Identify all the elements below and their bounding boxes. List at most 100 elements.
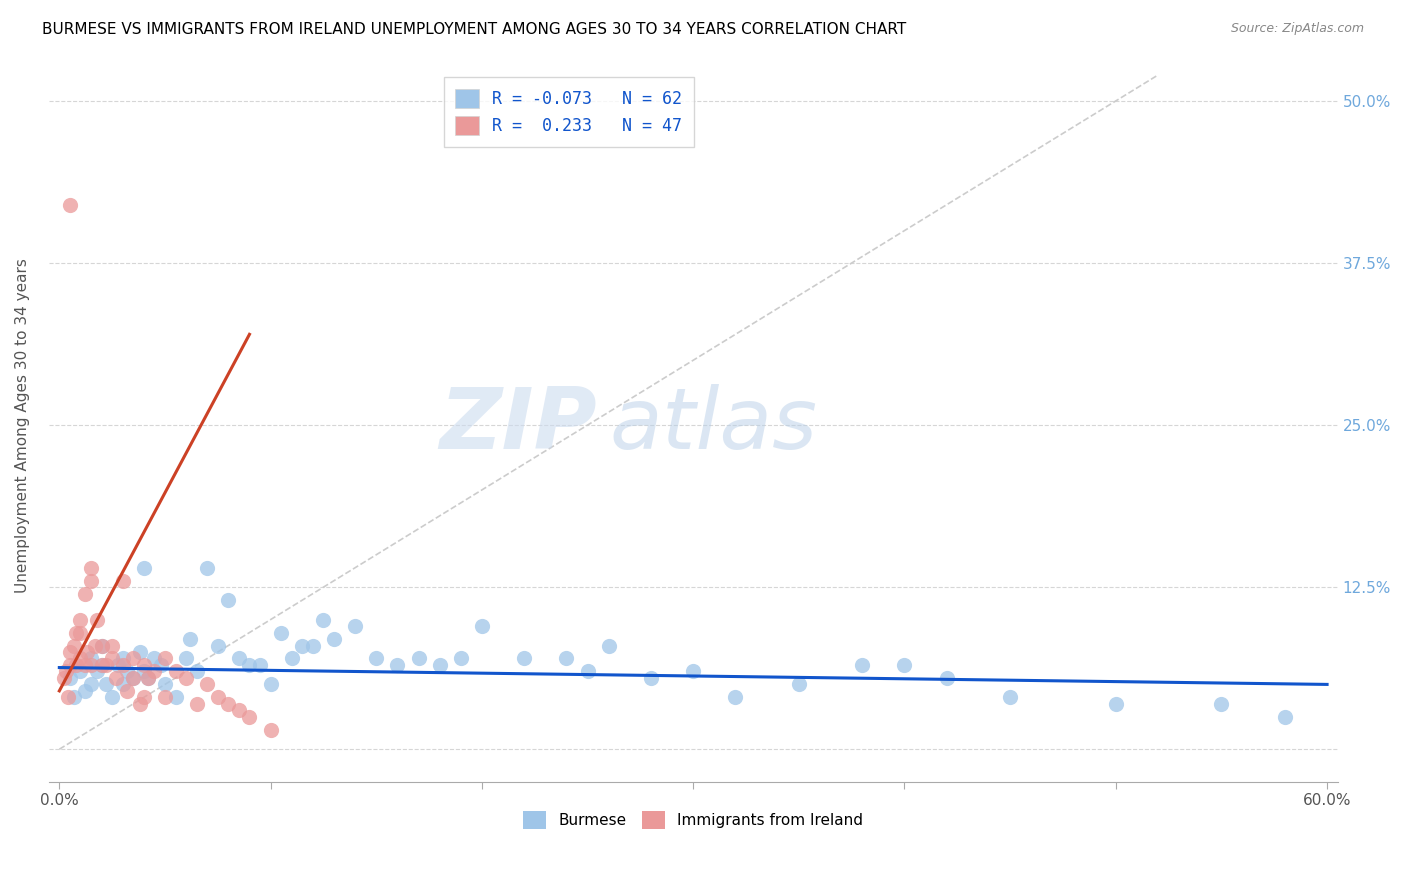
Text: atlas: atlas bbox=[609, 384, 817, 467]
Point bbox=[787, 677, 810, 691]
Point bbox=[132, 657, 155, 672]
Point bbox=[186, 665, 208, 679]
Point bbox=[174, 651, 197, 665]
Point bbox=[366, 651, 388, 665]
Point bbox=[179, 632, 201, 646]
Point bbox=[76, 645, 98, 659]
Point bbox=[73, 684, 96, 698]
Point bbox=[115, 665, 138, 679]
Point bbox=[105, 671, 128, 685]
Point bbox=[101, 639, 124, 653]
Legend: Burmese, Immigrants from Ireland: Burmese, Immigrants from Ireland bbox=[517, 805, 869, 835]
Point bbox=[149, 657, 172, 672]
Text: BURMESE VS IMMIGRANTS FROM IRELAND UNEMPLOYMENT AMONG AGES 30 TO 34 YEARS CORREL: BURMESE VS IMMIGRANTS FROM IRELAND UNEMP… bbox=[42, 22, 907, 37]
Point bbox=[80, 560, 103, 574]
Point bbox=[94, 677, 117, 691]
Point bbox=[153, 651, 176, 665]
Point bbox=[122, 651, 145, 665]
Point bbox=[513, 651, 536, 665]
Point bbox=[63, 690, 86, 705]
Point bbox=[259, 723, 281, 737]
Point bbox=[132, 690, 155, 705]
Point bbox=[471, 619, 494, 633]
Point bbox=[195, 560, 218, 574]
Text: Source: ZipAtlas.com: Source: ZipAtlas.com bbox=[1230, 22, 1364, 36]
Point bbox=[128, 645, 150, 659]
Point bbox=[80, 651, 103, 665]
Point bbox=[143, 665, 166, 679]
Point bbox=[65, 625, 87, 640]
Point bbox=[80, 574, 103, 588]
Point bbox=[302, 639, 325, 653]
Point bbox=[312, 613, 335, 627]
Point bbox=[555, 651, 578, 665]
Point bbox=[115, 684, 138, 698]
Point bbox=[90, 639, 112, 653]
Point bbox=[111, 677, 134, 691]
Point bbox=[207, 639, 229, 653]
Point bbox=[90, 639, 112, 653]
Point bbox=[84, 639, 107, 653]
Point bbox=[69, 625, 91, 640]
Point bbox=[682, 665, 704, 679]
Text: ZIP: ZIP bbox=[439, 384, 596, 467]
Point bbox=[217, 697, 239, 711]
Point bbox=[429, 657, 451, 672]
Point bbox=[101, 690, 124, 705]
Point bbox=[69, 613, 91, 627]
Point bbox=[576, 665, 599, 679]
Point bbox=[80, 657, 103, 672]
Point bbox=[73, 587, 96, 601]
Point bbox=[228, 651, 250, 665]
Point bbox=[1105, 697, 1128, 711]
Point bbox=[65, 657, 87, 672]
Point bbox=[174, 671, 197, 685]
Point bbox=[186, 697, 208, 711]
Point bbox=[238, 710, 260, 724]
Point bbox=[80, 677, 103, 691]
Point bbox=[59, 671, 82, 685]
Y-axis label: Unemployment Among Ages 30 to 34 years: Unemployment Among Ages 30 to 34 years bbox=[15, 258, 30, 592]
Point bbox=[94, 657, 117, 672]
Point bbox=[1211, 697, 1233, 711]
Point bbox=[90, 657, 112, 672]
Point bbox=[153, 677, 176, 691]
Point bbox=[195, 677, 218, 691]
Point bbox=[893, 657, 915, 672]
Point bbox=[90, 657, 112, 672]
Point bbox=[344, 619, 367, 633]
Point bbox=[132, 560, 155, 574]
Point bbox=[598, 639, 620, 653]
Point bbox=[107, 657, 129, 672]
Point bbox=[207, 690, 229, 705]
Point bbox=[59, 197, 82, 211]
Point bbox=[724, 690, 747, 705]
Point bbox=[69, 665, 91, 679]
Point bbox=[73, 657, 96, 672]
Point bbox=[136, 671, 159, 685]
Point bbox=[111, 574, 134, 588]
Point bbox=[153, 690, 176, 705]
Point bbox=[259, 677, 281, 691]
Point bbox=[101, 651, 124, 665]
Point bbox=[387, 657, 409, 672]
Point bbox=[450, 651, 472, 665]
Point bbox=[998, 690, 1021, 705]
Point bbox=[228, 703, 250, 717]
Point bbox=[86, 613, 108, 627]
Point bbox=[122, 671, 145, 685]
Point bbox=[270, 625, 292, 640]
Point bbox=[280, 651, 302, 665]
Point bbox=[132, 665, 155, 679]
Point bbox=[111, 657, 134, 672]
Point bbox=[52, 671, 75, 685]
Point bbox=[128, 697, 150, 711]
Point bbox=[640, 671, 662, 685]
Point bbox=[86, 665, 108, 679]
Point bbox=[56, 690, 79, 705]
Point bbox=[63, 639, 86, 653]
Point bbox=[111, 651, 134, 665]
Point bbox=[238, 657, 260, 672]
Point bbox=[217, 593, 239, 607]
Point bbox=[323, 632, 346, 646]
